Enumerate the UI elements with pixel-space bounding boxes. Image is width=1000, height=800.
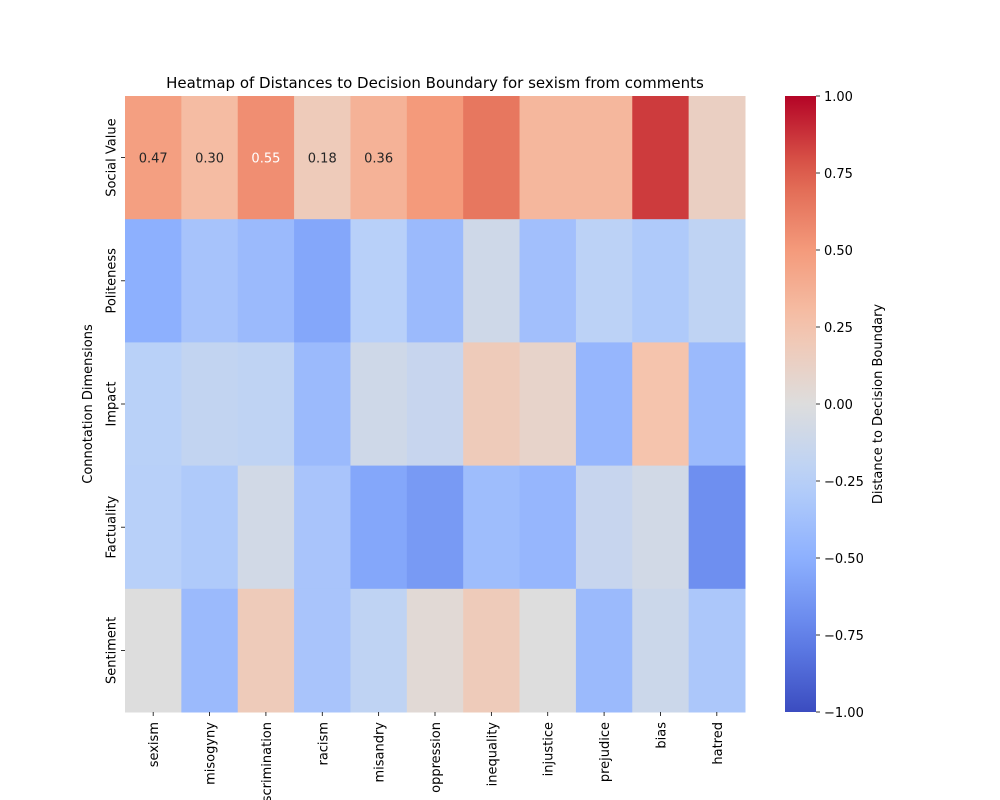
x-tick-label: sexism — [147, 722, 162, 767]
x-tick-label: bias — [654, 722, 669, 749]
x-tick-label: inequality — [485, 722, 500, 787]
heatmap-cell — [237, 588, 295, 713]
heatmap-cell — [294, 465, 351, 590]
heatmap-cells — [125, 96, 746, 713]
y-tick-label: Sentiment — [105, 617, 120, 684]
heatmap-cell — [519, 219, 577, 343]
y-axis-label: Connotation Dimensions — [81, 324, 96, 484]
y-tick-label: Impact — [105, 382, 120, 427]
y-tick-label: Social Value — [105, 118, 120, 196]
colorbar-tick-label: 1.00 — [824, 90, 853, 105]
heatmap-cell — [125, 342, 182, 467]
heatmap-cell — [519, 588, 577, 713]
colorbar — [785, 96, 816, 712]
heatmap-cell — [181, 96, 239, 220]
x-tick-label: hatred — [711, 722, 726, 765]
heatmap-cell — [575, 219, 633, 343]
heatmap-cell — [406, 342, 464, 467]
heatmap-cell — [575, 588, 633, 713]
colorbar-tick-label: 0.75 — [824, 167, 853, 182]
heatmap-cell — [294, 219, 351, 343]
colorbar-tick-label: −0.75 — [824, 629, 864, 644]
heatmap-cell — [237, 465, 295, 590]
x-tick-label: oppression — [429, 722, 444, 793]
heatmap-cell — [125, 219, 182, 343]
colorbar-tick-label: −0.25 — [824, 475, 864, 490]
heatmap-cell — [632, 219, 690, 343]
heatmap-cell — [688, 96, 746, 220]
x-tick-label: injustice — [542, 722, 557, 776]
heatmap-cell — [181, 588, 239, 713]
cell-annotation: 0.18 — [308, 152, 337, 167]
heatmap-cell — [350, 96, 408, 220]
heatmap-cell — [688, 219, 746, 343]
heatmap-cell — [294, 96, 351, 220]
x-tick-label: racism — [316, 722, 331, 766]
heatmap-cell — [519, 96, 577, 220]
colorbar-tick-label: 0.00 — [824, 398, 853, 413]
cell-annotation: 0.55 — [251, 152, 280, 167]
heatmap-cell — [632, 96, 690, 220]
cell-annotation: 0.30 — [195, 152, 224, 167]
heatmap-cell — [237, 219, 295, 343]
y-axis-ticks: Social Value Politeness Impact Factuality Se… — [105, 118, 125, 684]
heatmap-cell — [406, 465, 464, 590]
heatmap-cell — [125, 96, 182, 220]
heatmap-cell — [350, 465, 408, 590]
x-axis-ticks: sexism misogyny discrimination racism misand… — [147, 712, 726, 800]
heatmap-cell — [632, 465, 690, 590]
colorbar-tick-label: −1.00 — [824, 706, 864, 721]
x-tick-label: misandry — [373, 722, 388, 783]
heatmap-cell — [632, 588, 690, 713]
heatmap-cell — [575, 342, 633, 467]
heatmap-cell — [632, 342, 690, 467]
heatmap-cell — [519, 342, 577, 467]
heatmap-cell — [294, 342, 351, 467]
colorbar-tick-label: 0.50 — [824, 244, 853, 259]
x-tick-label: prejudice — [598, 722, 613, 782]
heatmap-cell — [125, 465, 182, 590]
x-tick-label: discrimination — [260, 722, 275, 800]
heatmap-cell — [294, 588, 351, 713]
heatmap-cell — [125, 588, 182, 713]
y-tick-label: Factuality — [105, 496, 120, 559]
heatmap-cell — [237, 96, 295, 220]
heatmap-cell — [575, 465, 633, 590]
heatmap-cell — [181, 219, 239, 343]
heatmap-cell — [463, 96, 521, 220]
colorbar-label: Distance to Decision Boundary — [871, 304, 886, 505]
heatmap-cell — [688, 588, 746, 713]
colorbar-ticks: 1.00 0.75 0.50 0.25 0.00 −0.25 −0.50 −0.75 −1.00 — [816, 90, 864, 721]
cell-annotation: 0.36 — [364, 152, 393, 167]
heatmap-cell — [350, 219, 408, 343]
heatmap-cell — [463, 342, 521, 467]
heatmap-cell — [350, 342, 408, 467]
cell-annotations: 0.47 0.30 0.55 0.18 0.36 — [139, 152, 393, 167]
heatmap-cell — [688, 342, 746, 467]
heatmap-cell — [463, 465, 521, 590]
chart-title: Heatmap of Distances to Decision Boundar… — [166, 74, 704, 92]
heatmap-cell — [463, 588, 521, 713]
heatmap-cell — [350, 588, 408, 713]
heatmap-cell — [406, 588, 464, 713]
heatmap-cell — [237, 342, 295, 467]
heatmap-cell — [181, 342, 239, 467]
colorbar-tick-label: 0.25 — [824, 321, 853, 336]
heatmap-cell — [575, 96, 633, 220]
heatmap-cell — [519, 465, 577, 590]
y-tick-label: Politeness — [105, 248, 120, 314]
cell-annotation: 0.47 — [139, 152, 168, 167]
heatmap-cell — [463, 219, 521, 343]
heatmap-cell — [406, 219, 464, 343]
heatmap-cell — [406, 96, 464, 220]
heatmap-cell — [688, 465, 746, 590]
heatmap-cell — [181, 465, 239, 590]
colorbar-tick-label: −0.50 — [824, 552, 864, 567]
x-tick-label: misogyny — [204, 722, 219, 785]
